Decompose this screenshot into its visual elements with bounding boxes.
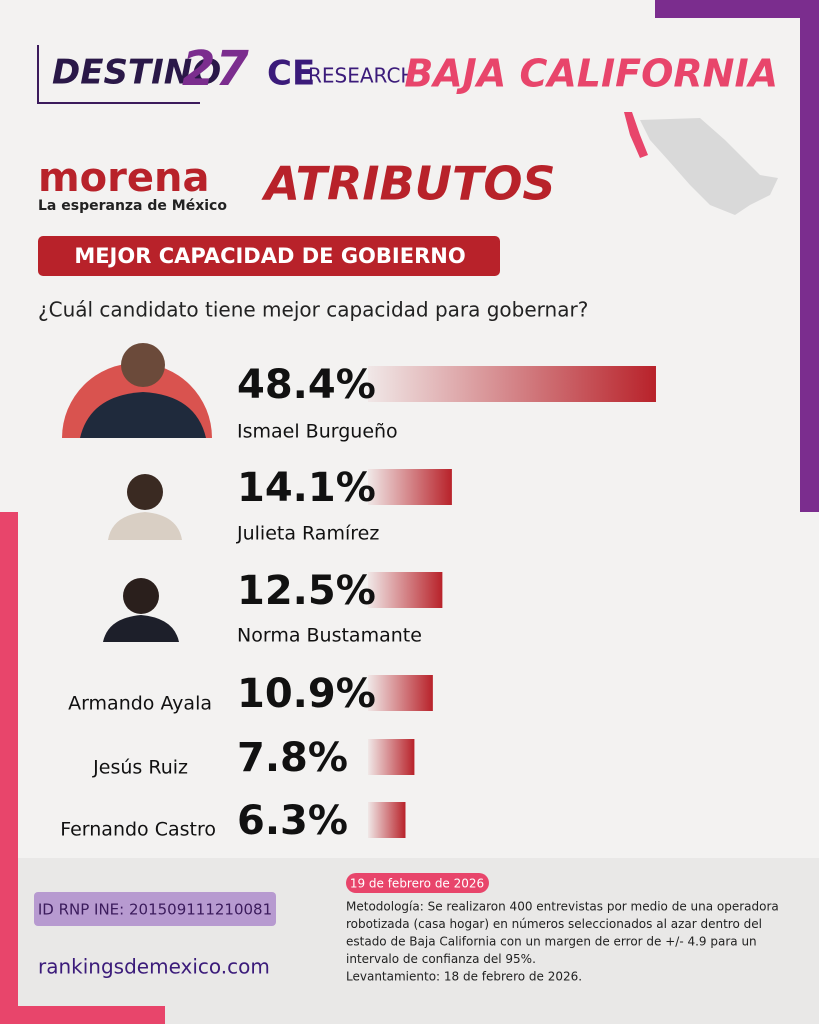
- frame-left: [0, 512, 18, 1024]
- methodology-line: Metodología: Se realizaron 400 entrevist…: [346, 900, 779, 914]
- date: 19 de febrero de 2026: [350, 877, 484, 891]
- candidate-name: Fernando Castro: [60, 819, 216, 841]
- methodology-line: robotizada (casa hogar) en números selec…: [346, 917, 762, 931]
- logo-frame: [37, 45, 200, 104]
- bar: [368, 366, 656, 402]
- map-mexico: [640, 118, 778, 215]
- candidate-name: Armando Ayala: [68, 693, 212, 715]
- photo-placeholder: [127, 474, 163, 510]
- date-bg: [346, 873, 489, 893]
- question: ¿Cuál candidato tiene mejor capacidad pa…: [38, 298, 588, 322]
- partner: RESEARCH: [308, 64, 415, 88]
- bar: [368, 469, 452, 505]
- photo-placeholder: [80, 392, 206, 438]
- frame-right: [800, 0, 819, 512]
- bar: [368, 802, 406, 838]
- banner-bg: [38, 236, 500, 276]
- photo-placeholder: [103, 615, 179, 642]
- id: ID RNP INE: 201509111210081: [38, 901, 272, 919]
- brand: DESTINO: [52, 53, 221, 93]
- url: rankingsdemexico.com: [38, 955, 270, 979]
- value-label: 48.4%: [237, 362, 376, 408]
- value-label: 7.8%: [237, 735, 348, 781]
- value-label: 10.9%: [237, 671, 376, 717]
- methodology-line: intervalo de confianza del 95%.: [346, 952, 536, 966]
- bar: [368, 739, 415, 775]
- bar: [368, 675, 433, 711]
- photo-placeholder: [108, 512, 182, 540]
- candidate-name: Jesús Ruiz: [92, 757, 188, 779]
- banner: MEJOR CAPACIDAD DE GOBIERNO: [74, 244, 465, 268]
- methodology: Metodología: Se realizaron 400 entrevist…: [346, 900, 779, 984]
- frame-bottom: [0, 1006, 165, 1024]
- methodology-line: estado de Baja California con un margen …: [346, 935, 757, 949]
- id-bg: [34, 892, 276, 926]
- party-slogan: La esperanza de México: [38, 198, 227, 214]
- candidate-name: Ismael Burgueño: [237, 421, 398, 443]
- map-state: [624, 112, 648, 158]
- state-title: BAJA CALIFORNIA: [404, 52, 778, 96]
- party-logo: morena: [38, 155, 209, 201]
- value-label: 14.1%: [237, 465, 376, 511]
- methodology-line: Levantamiento: 18 de febrero de 2026.: [346, 970, 582, 984]
- brand-number: 27: [182, 41, 249, 97]
- bar: [368, 572, 443, 608]
- photo-placeholder: [123, 578, 159, 614]
- photo-placeholder: [121, 343, 165, 387]
- frame-top: [655, 0, 819, 18]
- partner-prefix: CE: [267, 54, 315, 94]
- section-title: ATRIBUTOS: [261, 157, 555, 211]
- candidate-name: Julieta Ramírez: [236, 523, 379, 545]
- value-label: 12.5%: [237, 568, 376, 614]
- candidate-name: Norma Bustamante: [237, 625, 422, 647]
- value-label: 6.3%: [237, 798, 348, 844]
